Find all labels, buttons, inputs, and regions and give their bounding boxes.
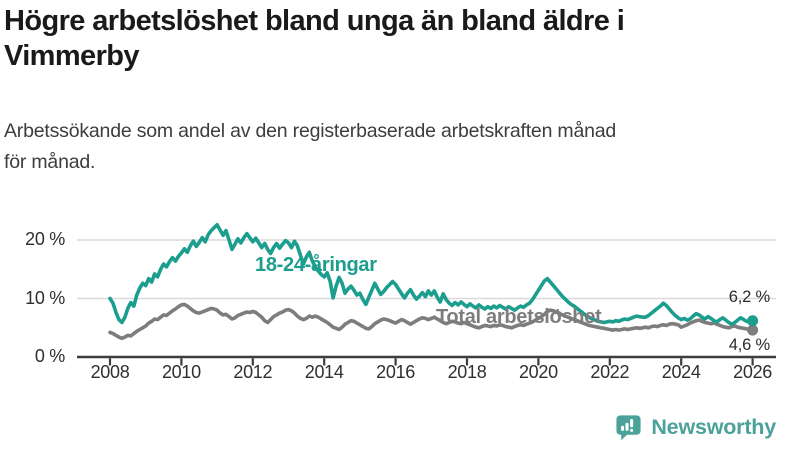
x-axis-tick-label: 2018 xyxy=(447,362,487,382)
page-title-line-2: Vimmerby xyxy=(4,40,140,72)
x-axis-tick-label: 2010 xyxy=(161,362,201,382)
x-axis-tick-label: 2012 xyxy=(233,362,273,382)
series-label-total: Total arbetslöshet xyxy=(436,306,602,328)
series-end-dot xyxy=(747,324,759,336)
series-end-dot xyxy=(747,315,759,327)
x-axis-tick-label: 2022 xyxy=(590,362,630,382)
y-axis-tick-label: 10 % xyxy=(25,287,65,308)
page-subtitle-line-2: för månad. xyxy=(4,151,96,173)
x-axis-tick-label: 2020 xyxy=(518,362,558,382)
series-label-youth: 18-24-åringar xyxy=(255,254,377,276)
y-axis-tick-label: 0 % xyxy=(34,346,65,366)
page-subtitle: Arbetssökande som andel av den registerb… xyxy=(4,116,796,178)
newsworthy-logo-icon xyxy=(616,415,641,441)
series-line xyxy=(108,302,755,341)
x-axis-tick-label: 2014 xyxy=(304,362,344,382)
series-line xyxy=(108,223,755,327)
newsworthy-logo-text: Newsworthy xyxy=(651,415,776,439)
page-title-line-1: Högre arbetslöshet bland unga än bland ä… xyxy=(4,5,625,37)
page-title: Högre arbetslöshet bland unga än bland ä… xyxy=(4,4,796,74)
x-axis-tick-label: 2024 xyxy=(661,362,701,382)
newsworthy-logo: Newsworthy xyxy=(614,413,776,442)
y-axis-tick-label: 20 % xyxy=(25,229,65,249)
end-value-label-youth: 6,2 % xyxy=(728,288,770,306)
end-value-label-total: 4,6 % xyxy=(728,336,770,354)
page-subtitle-line-1: Arbetssökande som andel av den registerb… xyxy=(4,120,617,142)
x-axis-tick-label: 2016 xyxy=(376,362,416,382)
x-axis-tick-label: 2026 xyxy=(733,362,773,382)
x-axis-tick-label: 2008 xyxy=(90,362,130,382)
